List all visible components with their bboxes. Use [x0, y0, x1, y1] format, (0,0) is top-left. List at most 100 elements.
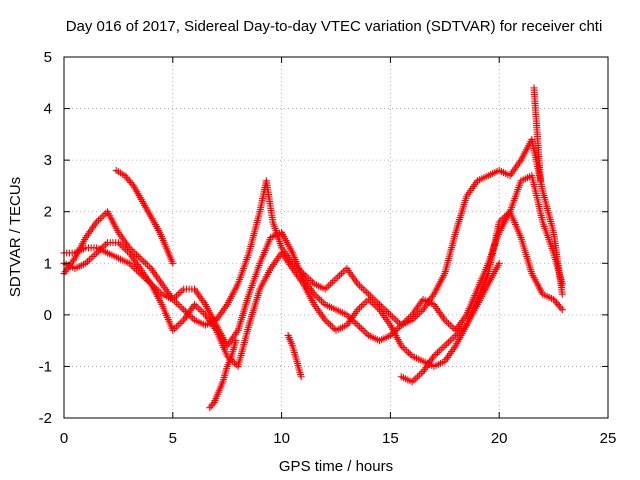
x-tick-label: 20 [491, 430, 508, 447]
data-point-interp [336, 271, 344, 279]
data-point-interp [444, 338, 452, 346]
data-point-interp [125, 177, 133, 185]
data-point-interp [356, 304, 364, 312]
data-point-interp [439, 344, 447, 352]
x-tick-label: 15 [382, 430, 399, 447]
data-point [550, 295, 558, 303]
data-point-interp [359, 301, 367, 309]
data-point [332, 275, 340, 283]
data-point-interp [207, 402, 215, 410]
data-point-interp [330, 276, 338, 284]
data-point-interp [178, 304, 186, 312]
data-point-interp [89, 252, 97, 260]
data-point-interp [174, 290, 182, 298]
x-axis-label: GPS time / hours [279, 458, 393, 475]
data-point-interp [178, 318, 186, 326]
data-point [558, 280, 566, 288]
data-point-interp [316, 295, 324, 303]
data-point-interp [323, 318, 331, 326]
y-tick-label: 0 [44, 307, 52, 324]
data-point-interp [176, 302, 184, 310]
data-point [558, 290, 566, 298]
data-point-interp [145, 263, 153, 271]
data-point-interp [392, 316, 400, 324]
data-point-interp [94, 216, 102, 224]
data-point-interp [557, 304, 565, 312]
data-point [232, 337, 240, 345]
data-point-interp [551, 297, 559, 305]
y-tick-label: 2 [44, 204, 52, 221]
y-tick-label: 5 [44, 49, 52, 66]
data-point-interp [330, 325, 338, 333]
data-point [495, 259, 503, 267]
data-point-interp [403, 347, 411, 355]
data-point-interp [415, 371, 423, 379]
data-point-interp [123, 247, 131, 255]
data-point-interp [414, 373, 422, 381]
data-point-interp [370, 301, 378, 309]
data-point-interp [417, 369, 425, 377]
data-point-interp [359, 285, 367, 293]
data-point-interp [553, 299, 561, 307]
data-point-interp [142, 259, 150, 267]
data-point [297, 373, 305, 381]
data-point [558, 306, 566, 314]
y-tick-label: -1 [39, 358, 52, 375]
data-point-interp [174, 321, 182, 329]
data-point-interp [91, 251, 99, 259]
data-point-interp [357, 283, 365, 291]
chart-title: Day 016 of 2017, Sidereal Day-to-day VTE… [66, 18, 603, 35]
data-point-interp [325, 319, 333, 327]
plot-border [63, 56, 609, 419]
gridlines [64, 57, 608, 418]
data-point-interp [327, 280, 335, 288]
data-point-interp [122, 173, 130, 181]
data-point-interp [448, 323, 456, 331]
data-point-interp [410, 376, 418, 384]
data-point-interp [361, 299, 369, 307]
data-point-interp [143, 261, 151, 269]
data-point-interp [356, 282, 364, 290]
data-point-interp [356, 323, 364, 331]
y-axis-label: SDTVAR / TECUs [7, 177, 24, 297]
data-point-interp [172, 323, 180, 331]
data-point [206, 404, 214, 412]
data-point-interp [196, 306, 204, 314]
data-point-interp [102, 240, 110, 248]
data-point-interp [432, 350, 440, 358]
data-point [169, 259, 177, 267]
data-point-interp [176, 319, 184, 327]
data-point-interp [323, 283, 331, 291]
data-point [121, 172, 129, 180]
data-point-interp [361, 328, 369, 336]
data-point-interp [372, 302, 380, 310]
data-point-interp [96, 215, 104, 223]
y-tick-label: 4 [44, 101, 52, 118]
data-point-interp [446, 337, 454, 345]
data-point-interp [554, 301, 562, 309]
data-point-interp [176, 289, 184, 297]
y-tick-label: -2 [39, 410, 52, 427]
data-point-interp [357, 325, 365, 333]
data-point-interp [444, 319, 452, 327]
data-point-interp [194, 304, 202, 312]
data-point-interp [405, 349, 413, 357]
data-point-interp [368, 299, 376, 307]
data-point-interp [337, 270, 345, 278]
data-point-interp [174, 301, 182, 309]
data-point-interp [339, 268, 347, 276]
x-tick-label: 0 [60, 430, 68, 447]
data-point-interp [328, 278, 336, 286]
data-point-interp [124, 175, 132, 183]
data-point-interp [435, 347, 443, 355]
x-tick-label: 5 [169, 430, 177, 447]
data-point-interp [363, 289, 371, 297]
data-point-interp [437, 345, 445, 353]
data-point-interp [334, 273, 342, 281]
data-point-interp [127, 178, 135, 186]
data-point-interp [361, 287, 369, 295]
data-point-interp [366, 297, 374, 305]
data-point-interp [357, 302, 365, 310]
data-point-interp [443, 340, 451, 348]
